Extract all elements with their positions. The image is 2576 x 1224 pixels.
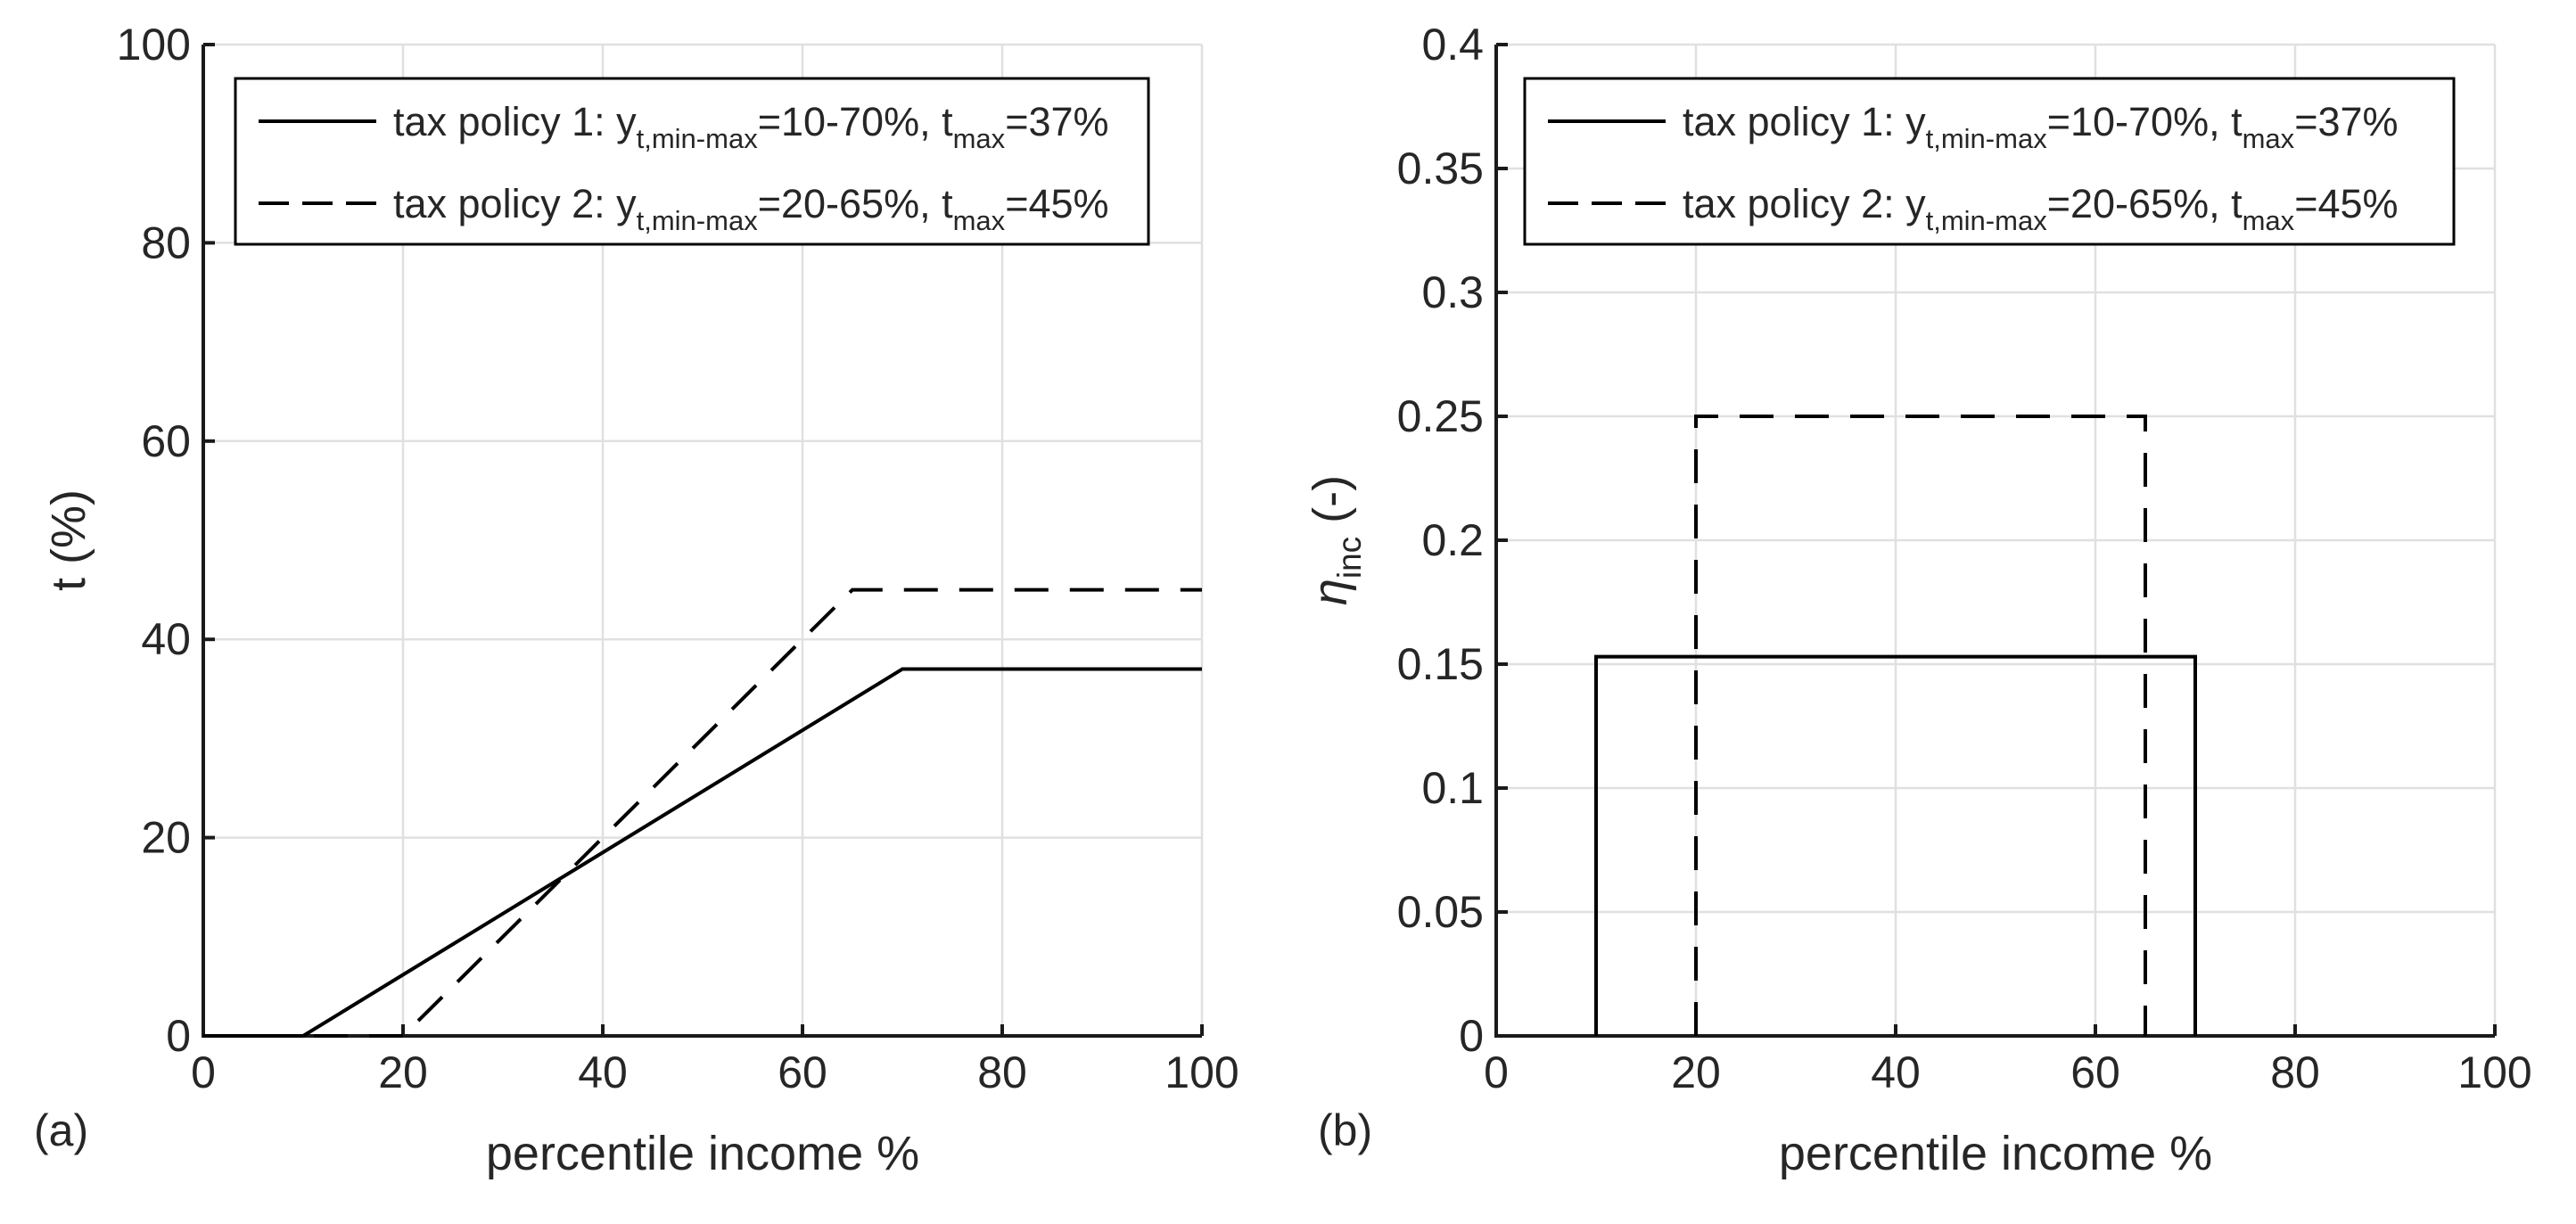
x-tick-label: 100 (1165, 1047, 1239, 1097)
legend-label: tax policy 1: yt,min-max=10-70%, tmax=37… (393, 99, 1109, 154)
series-b-1-solid (1594, 654, 2197, 1036)
x-tick-label: 40 (1871, 1047, 1921, 1097)
series-b-2-dashed (1694, 415, 2147, 1036)
legend-box (234, 77, 1150, 246)
x-tick-label: 60 (2070, 1047, 2120, 1097)
x-tick-label: 20 (1671, 1047, 1721, 1097)
y-tick-label: 0.05 (1397, 887, 1484, 937)
y-tick-label: 80 (141, 218, 191, 267)
x-tick-label: 80 (2270, 1047, 2320, 1097)
x-tick-label: 20 (378, 1047, 428, 1097)
series-a-1-solid (203, 667, 1202, 1038)
y-tick-label: 0 (1459, 1011, 1484, 1061)
legend-entry-1: tax policy 1: yt,min-max=10-70%, tmax=37… (1548, 99, 2399, 154)
x-tick-label: 60 (778, 1047, 827, 1097)
legend-box (1523, 77, 2456, 246)
y-axis-label: t (%) (42, 489, 95, 591)
legend-entry-1: tax policy 1: yt,min-max=10-70%, tmax=37… (259, 99, 1109, 154)
y-tick-label: 0 (166, 1011, 191, 1061)
x-axis-label: percentile income % (486, 1127, 919, 1180)
tick-labels-a: 0 20 40 60 80 100 0 20 40 60 80 100 (117, 20, 1239, 1097)
legend-entry-2: tax policy 2: yt,min-max=20-65%, tmax=45… (1548, 181, 2399, 236)
series-a-2-dashed (203, 587, 1202, 1038)
x-tick-label: 0 (1484, 1047, 1509, 1097)
y-tick-label: 0.3 (1421, 267, 1484, 317)
y-tick-label: 0.1 (1421, 763, 1484, 813)
panel-corner-label: (b) (1318, 1105, 1372, 1155)
legend-a: tax policy 1: yt,min-max=10-70%, tmax=37… (234, 77, 1150, 246)
legend-b: tax policy 1: yt,min-max=10-70%, tmax=37… (1523, 77, 2456, 246)
y-tick-label: 40 (141, 614, 191, 664)
legend-entry-2: tax policy 2: yt,min-max=20-65%, tmax=45… (259, 181, 1109, 236)
y-tick-label: 60 (141, 416, 191, 466)
x-axis-label: percentile income % (1779, 1127, 2212, 1180)
tick-labels-b: 0 20 40 60 80 100 0 0.05 0.1 0.15 0.2 0.25 0.3 0.35 0.… (1397, 20, 2532, 1097)
legend-label: tax policy 1: yt,min-max=10-70%, tmax=37… (1683, 99, 2399, 154)
y-tick-label: 20 (141, 813, 191, 863)
panel-b: 0 20 40 60 80 100 0 0.05 0.1 0.15 0.2 0.25 0.3 0.35 0.… (1304, 20, 2532, 1180)
y-tick-label: 0.25 (1397, 391, 1484, 441)
axes-a (202, 43, 1204, 1038)
legend-label: tax policy 2: yt,min-max=20-65%, tmax=45… (1683, 181, 2399, 236)
y-tick-label: 0.4 (1421, 20, 1484, 70)
x-tick-label: 80 (977, 1047, 1027, 1097)
legend-label: tax policy 2: yt,min-max=20-65%, tmax=45… (393, 181, 1109, 236)
panel-corner-label: (a) (34, 1105, 88, 1155)
y-axis-label: ηinc (-) (1304, 475, 1368, 605)
x-tick-label: 0 (191, 1047, 216, 1097)
x-tick-label: 40 (578, 1047, 628, 1097)
y-tick-label: 100 (117, 20, 191, 70)
axes-b (1494, 43, 2497, 1038)
y-tick-label: 0.35 (1397, 144, 1484, 193)
y-tick-label: 0.15 (1397, 639, 1484, 689)
x-tick-label: 100 (2457, 1047, 2531, 1097)
y-tick-label: 0.2 (1421, 515, 1484, 565)
panel-a: 0 20 40 60 80 100 0 20 40 60 80 100 percentile incom… (34, 20, 1239, 1180)
